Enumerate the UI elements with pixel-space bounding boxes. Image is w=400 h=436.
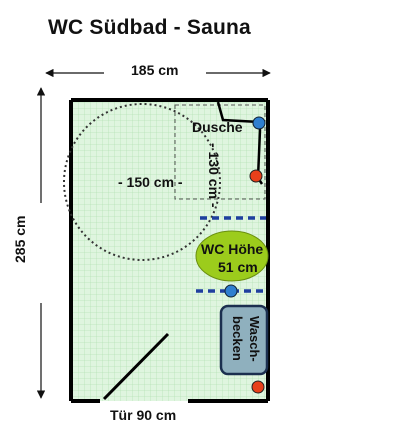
- shower-depth-label: - 130 cm -: [206, 143, 222, 208]
- door-leaf: [102, 332, 170, 401]
- sink-alarm-marker: [251, 380, 265, 394]
- page-title: WC Südbad - Sauna: [48, 16, 251, 39]
- wc-label-line2: 51 cm: [218, 259, 258, 275]
- wc-label-line1: WC Höhe: [201, 241, 264, 257]
- shower-alarm-marker: [249, 169, 263, 183]
- wc-bowl: [195, 230, 269, 282]
- shower-label: Dusche: [192, 119, 243, 135]
- wc-flush-marker: [224, 284, 238, 298]
- sink-label-line1: Wasch-: [247, 316, 262, 362]
- shower-tap-marker: [252, 116, 266, 130]
- sink: [219, 304, 269, 376]
- width-label: 185 cm: [131, 62, 179, 78]
- turning-circle: [63, 103, 221, 261]
- height-label: 285 cm: [12, 215, 28, 263]
- door-label: Tür 90 cm: [110, 407, 177, 423]
- turning-circle-label: - 150 cm -: [118, 174, 183, 190]
- sink-label-line2: becken: [230, 316, 245, 361]
